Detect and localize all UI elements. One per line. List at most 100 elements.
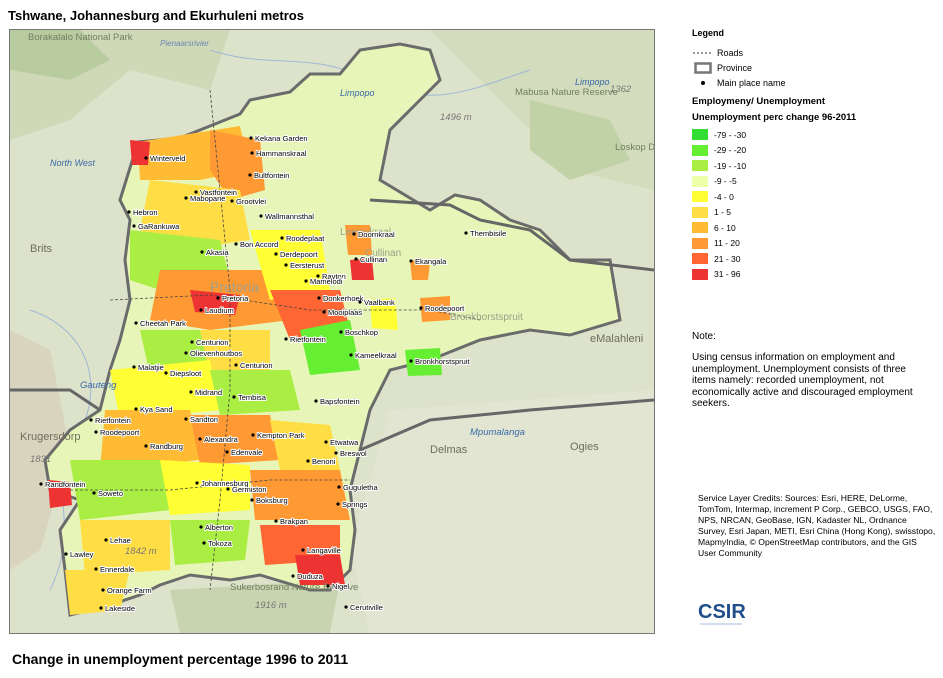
place-label[interactable]: Nigel xyxy=(331,581,350,592)
legend-class-label: 6 - 10 xyxy=(714,222,736,233)
place-label[interactable]: Mooiplaas xyxy=(327,307,363,318)
place-label[interactable]: Diepsloot xyxy=(169,368,203,379)
place-label[interactable]: Roodepoort xyxy=(99,427,141,438)
place-marker-icon xyxy=(314,399,318,403)
place-label[interactable]: Cullinan xyxy=(359,254,388,265)
basemap-label: Borakalalo National Park xyxy=(28,32,133,43)
place-label[interactable]: Malatjie xyxy=(137,362,165,373)
place-label[interactable]: Akasia xyxy=(205,247,230,258)
basemap-label: 1496 m xyxy=(440,112,472,123)
place-label[interactable]: Donkerhoek xyxy=(322,293,365,304)
place-marker-icon xyxy=(101,588,105,592)
province-boundary xyxy=(369,198,654,272)
place-label[interactable]: Alberton xyxy=(204,522,234,533)
place-label[interactable]: Guguletha xyxy=(342,482,379,493)
place-label[interactable]: Germiston xyxy=(231,484,268,495)
place-label[interactable]: Centurion xyxy=(239,360,274,371)
place-label[interactable]: Rietfontein xyxy=(94,415,132,426)
place-label[interactable]: Vaalbank xyxy=(363,297,396,308)
place-label[interactable]: Duduza xyxy=(296,571,325,582)
place-label-layer: Kekana Garden Hammanskraal Winterveld Bultf… xyxy=(39,133,507,614)
place-label[interactable]: Orange Farm xyxy=(106,585,153,596)
place-label[interactable]: Rietfontein xyxy=(289,334,327,345)
nature-reserve-area xyxy=(530,100,630,180)
province-symbol-icon xyxy=(692,62,714,74)
legend-swatch xyxy=(692,144,708,156)
place-marker-icon xyxy=(250,498,254,502)
place-label[interactable]: Rayton xyxy=(321,271,347,282)
place-label[interactable]: Derdepoort xyxy=(279,249,319,260)
place-label[interactable]: Olievenhoutbos xyxy=(189,348,243,359)
place-marker-icon xyxy=(194,190,198,194)
note-label: Note: xyxy=(692,331,716,342)
basemap-label: 1916 m xyxy=(255,600,287,611)
place-label[interactable]: Johannesburg xyxy=(200,478,250,489)
legend-swatch xyxy=(692,191,708,203)
place-label[interactable]: Brakpan xyxy=(279,516,309,527)
map-canvas[interactable]: Borakalalo National Park Pienaarsrivier Li… xyxy=(9,29,655,634)
place-label[interactable]: Lawley xyxy=(69,549,95,560)
basemap-label-layer: Borakalalo National Park Pienaarsrivier Li… xyxy=(20,32,654,611)
place-label[interactable]: Kya Sand xyxy=(139,404,174,415)
place-label[interactable]: Tembisa xyxy=(237,392,268,403)
place-label[interactable]: GaRankuwa xyxy=(137,221,181,232)
place-label[interactable]: Bultfontein xyxy=(253,170,290,181)
place-label[interactable]: Wallmannsthal xyxy=(264,211,315,222)
place-label[interactable]: Springs xyxy=(341,499,369,510)
place-label[interactable]: Cheetah Park xyxy=(139,318,187,329)
place-label[interactable]: Lehae xyxy=(109,535,132,546)
place-label[interactable]: Kempton Park xyxy=(256,430,306,441)
place-label[interactable]: Alexandra xyxy=(203,434,240,445)
place-label[interactable]: Boksburg xyxy=(255,495,289,506)
place-marker-icon xyxy=(89,418,93,422)
place-label[interactable]: Bronkhorstspruit xyxy=(414,356,472,367)
place-label[interactable]: Doornkraal xyxy=(357,229,396,240)
service-credits: Service Layer Credits: Sources: Esri, HE… xyxy=(698,493,936,558)
place-label[interactable]: Breswol xyxy=(339,448,368,459)
place-label[interactable]: Cerutiville xyxy=(349,602,384,613)
place-label[interactable]: Pretoria xyxy=(221,293,250,304)
map-title: Tshwane, Johannesburg and Ekurhuleni met… xyxy=(8,8,304,23)
basemap-label: Sukerbosrand Nature Reserve xyxy=(230,582,358,593)
place-label[interactable]: Laudium xyxy=(204,305,235,316)
place-label[interactable]: Ennerdale xyxy=(99,564,135,575)
place-label[interactable]: Benoni xyxy=(311,456,337,467)
place-label[interactable]: Randfontein xyxy=(44,479,86,490)
place-marker-icon xyxy=(274,519,278,523)
legend-layer-title: Unemployment perc change 96-2011 xyxy=(692,112,857,123)
place-label[interactable]: Winterveld xyxy=(149,153,186,164)
place-label[interactable]: Edenvale xyxy=(230,447,263,458)
place-label[interactable]: Etwatwa xyxy=(329,437,360,448)
terrain-patch xyxy=(350,390,654,633)
place-label[interactable]: Kameelkraal xyxy=(354,350,398,361)
place-label[interactable]: Centurion xyxy=(195,337,230,348)
place-label[interactable]: Bon Accord xyxy=(239,239,279,250)
place-label[interactable]: Lakeside xyxy=(104,603,136,614)
place-label[interactable]: Thembisile xyxy=(469,228,507,239)
place-label[interactable]: Sandton xyxy=(189,414,219,425)
place-marker-icon xyxy=(324,440,328,444)
place-label[interactable]: Randburg xyxy=(149,441,184,452)
place-label[interactable]: Bapsfontein xyxy=(319,396,361,407)
place-marker-icon xyxy=(184,196,188,200)
place-label[interactable]: Soweto xyxy=(97,488,124,499)
place-label[interactable]: Ekangala xyxy=(414,256,448,267)
place-label[interactable]: Langaville xyxy=(306,545,342,556)
basemap-label: Delmas xyxy=(430,444,468,456)
place-label[interactable]: Roodeplaat xyxy=(285,233,326,244)
basemap-label: Ogies xyxy=(570,441,599,453)
place-label[interactable]: Grootvlei xyxy=(235,196,267,207)
place-label[interactable]: Kekana Garden xyxy=(254,133,309,144)
place-marker-icon xyxy=(284,263,288,267)
place-label[interactable]: Hebron xyxy=(132,207,159,218)
place-label[interactable]: Midrand xyxy=(194,387,223,398)
place-label[interactable]: Mabopane xyxy=(189,193,226,204)
place-label[interactable]: Eersterust xyxy=(289,260,326,271)
place-label[interactable]: Mamelodi xyxy=(309,276,344,287)
place-label[interactable]: Hammanskraal xyxy=(255,148,308,159)
place-label[interactable]: Vastfontein xyxy=(199,187,238,198)
place-label[interactable]: Roodepoort xyxy=(424,303,466,314)
place-marker-icon xyxy=(337,485,341,489)
place-label[interactable]: Boschkop xyxy=(344,327,379,338)
place-label[interactable]: Tokoza xyxy=(207,538,234,549)
